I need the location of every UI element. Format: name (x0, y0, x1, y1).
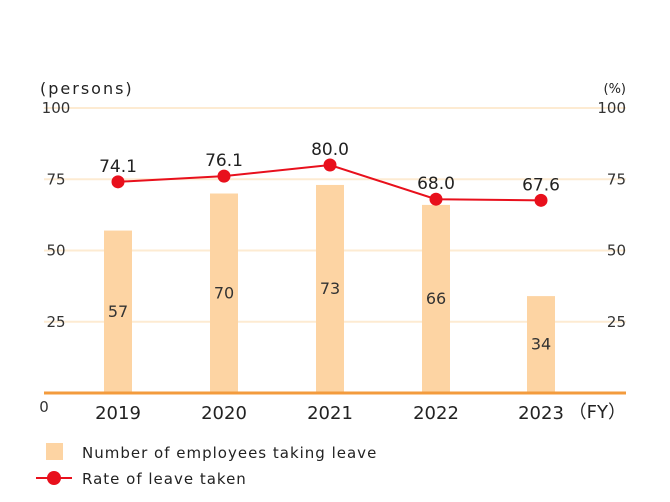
legend-label-bar: Number of employees taking leave (82, 444, 377, 462)
legend-label-line: Rate of leave taken (82, 470, 247, 488)
legend-swatch-bar (46, 443, 63, 460)
left-tick-label: 100 (42, 99, 71, 117)
left-tick-label: 0 (39, 398, 49, 416)
bar-value-label: 34 (531, 335, 551, 354)
bar-value-label: 73 (320, 279, 340, 298)
right-tick-label: 100 (597, 99, 626, 117)
rate-value-label: 76.1 (205, 151, 243, 171)
bar (210, 193, 238, 393)
right-tick-label: 25 (607, 313, 626, 331)
rate-value-label: 68.0 (417, 174, 455, 194)
bar-series: 57 70 73 66 34 (104, 184, 555, 393)
rate-value-label: 74.1 (99, 157, 137, 177)
rate-point (217, 169, 231, 183)
left-axis: (persons) 0 25 50 75 100 (39, 79, 134, 416)
x-axis-unit: （FY） (569, 402, 626, 423)
bar (422, 204, 450, 393)
x-tick-label: 2022 (413, 403, 459, 424)
x-tick-label: 2019 (95, 403, 141, 424)
bar-value-label: 57 (108, 302, 128, 321)
rate-point (323, 158, 337, 172)
rate-point (429, 192, 443, 206)
bar (527, 296, 555, 393)
left-tick-label: 75 (46, 170, 65, 188)
left-tick-label: 50 (46, 242, 65, 260)
x-tick-label: 2023 (518, 403, 564, 424)
legend-marker-swatch (47, 471, 61, 485)
right-axis-unit: (%) (604, 82, 627, 97)
rate-point (111, 175, 125, 189)
bar-value-label: 70 (214, 283, 234, 302)
bar (316, 184, 344, 393)
legend: Number of employees taking leave Rate of… (36, 443, 377, 488)
x-tick-label: 2021 (307, 403, 353, 424)
rate-value-label: 80.0 (311, 140, 349, 160)
right-tick-label: 75 (607, 170, 626, 188)
x-tick-label: 2020 (201, 403, 247, 424)
bar-value-label: 66 (426, 289, 446, 308)
left-axis-unit: (persons) (40, 79, 134, 98)
rate-point (534, 193, 548, 207)
right-tick-label: 50 (607, 242, 626, 260)
line-series: 74.1 76.1 80.0 68.0 67.6 (99, 140, 560, 207)
x-axis: 2019 2020 2021 2022 2023 (44, 391, 626, 424)
left-tick-label: 25 (46, 313, 65, 331)
rate-value-label: 67.6 (522, 175, 560, 195)
right-axis: (%) 25 50 75 100 (597, 82, 626, 331)
bar (104, 230, 132, 393)
